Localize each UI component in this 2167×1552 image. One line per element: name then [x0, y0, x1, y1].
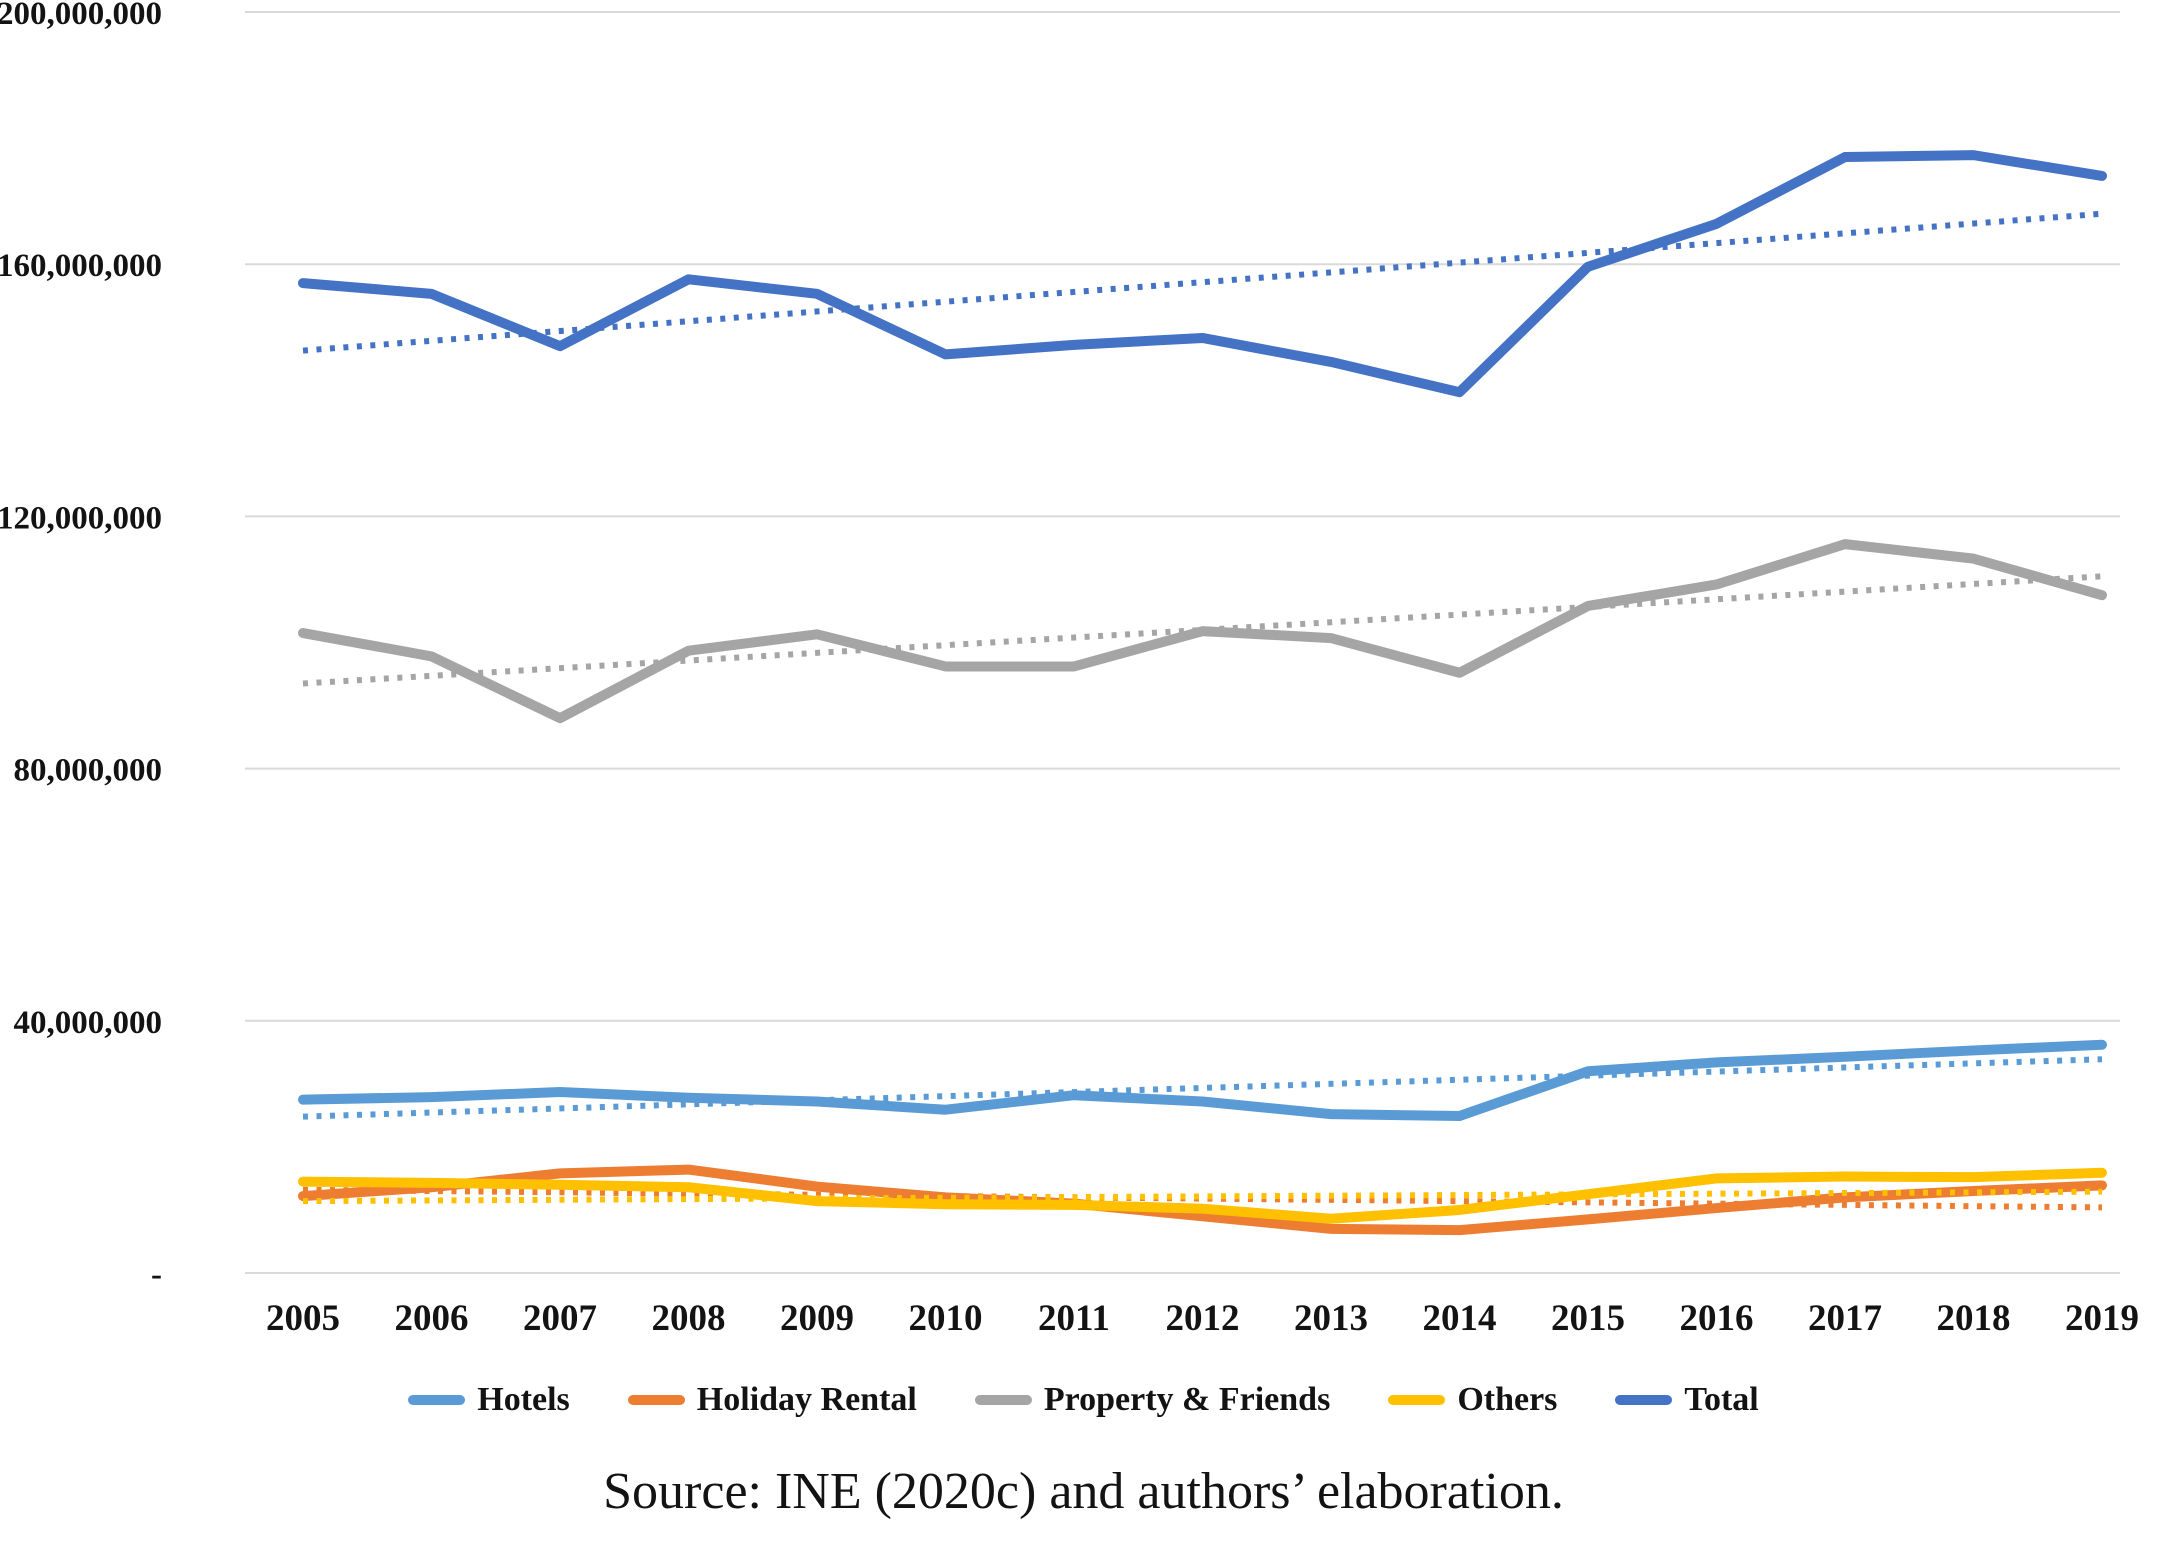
x-tick-label: 2013 [1294, 1298, 1368, 1339]
source-note: Source: INE (2020c) and authors’ elabora… [603, 1463, 1564, 1520]
legend-item-holiday-rental: Holiday Rental [627, 1381, 917, 1419]
x-tick-label: 2018 [1937, 1298, 2011, 1339]
series-line-total [298, 150, 2107, 398]
x-tick-label: 2010 [909, 1298, 983, 1339]
legend-item-total: Total [1615, 1381, 1759, 1419]
legend-item-property-friends: Property & Friends [974, 1381, 1331, 1419]
x-tick-label: 2008 [652, 1298, 726, 1339]
trend-line-hotels [302, 1056, 2103, 1120]
x-tick-label: 2016 [1680, 1298, 1754, 1339]
y-tick-label: 120,000,000 [0, 500, 162, 536]
x-tick-label: 2006 [395, 1298, 469, 1339]
legend-label: Others [1457, 1381, 1558, 1418]
x-tick-label: 2007 [523, 1298, 597, 1339]
legend-label: Total [1684, 1381, 1759, 1418]
legend-item-others: Others [1388, 1381, 1557, 1419]
series-line-hotels [298, 1039, 2107, 1122]
series-line-property-friends [298, 539, 2107, 724]
x-tick-label: 2011 [1038, 1298, 1110, 1339]
series-line-holiday-rental [298, 1164, 2107, 1236]
trend-line-property-friends [302, 573, 2103, 687]
x-tick-label: 2009 [780, 1298, 854, 1339]
total-swatch-icon [1615, 1395, 1673, 1405]
x-tick-label: 2012 [1166, 1298, 1240, 1339]
chart-legend: Hotels Holiday Rental Property & Friends… [0, 1368, 2167, 1432]
x-tick-label: 2019 [2065, 1298, 2139, 1339]
others-swatch-icon [1388, 1395, 1446, 1405]
y-tick-label: 40,000,000 [14, 1005, 163, 1041]
x-tick-label: 2005 [266, 1298, 340, 1339]
series-line-others [298, 1167, 2107, 1224]
y-tick-label: 80,000,000 [14, 753, 163, 789]
source-note-row: Source: INE (2020c) and authors’ elabora… [0, 1462, 2167, 1521]
y-tick-label: 160,000,000 [0, 248, 162, 284]
x-tick-label: 2015 [1551, 1298, 1625, 1339]
legend-label: Property & Friends [1043, 1381, 1331, 1418]
trend-line-total [302, 210, 2103, 354]
hotels-swatch-icon [408, 1395, 466, 1405]
x-tick-label: 2014 [1423, 1298, 1497, 1339]
legend-item-hotels: Hotels [408, 1381, 570, 1419]
x-tick-label: 2017 [1808, 1298, 1882, 1339]
line-chart: - 40,000,000 80,000,000 120,000,000 160,000,… [0, 0, 2139, 1339]
legend-label: Holiday Rental [696, 1381, 917, 1418]
y-tick-label: 200,000,000 [0, 0, 162, 32]
property-friends-swatch-icon [974, 1395, 1032, 1405]
trend-line-others [302, 1188, 2103, 1205]
legend-label: Hotels [477, 1381, 570, 1418]
chart-svg: - 40,000,000 80,000,000 120,000,000 160,000,… [0, 0, 2139, 1339]
holiday-rental-swatch-icon [627, 1395, 685, 1405]
y-tick-label: - [151, 1257, 162, 1293]
